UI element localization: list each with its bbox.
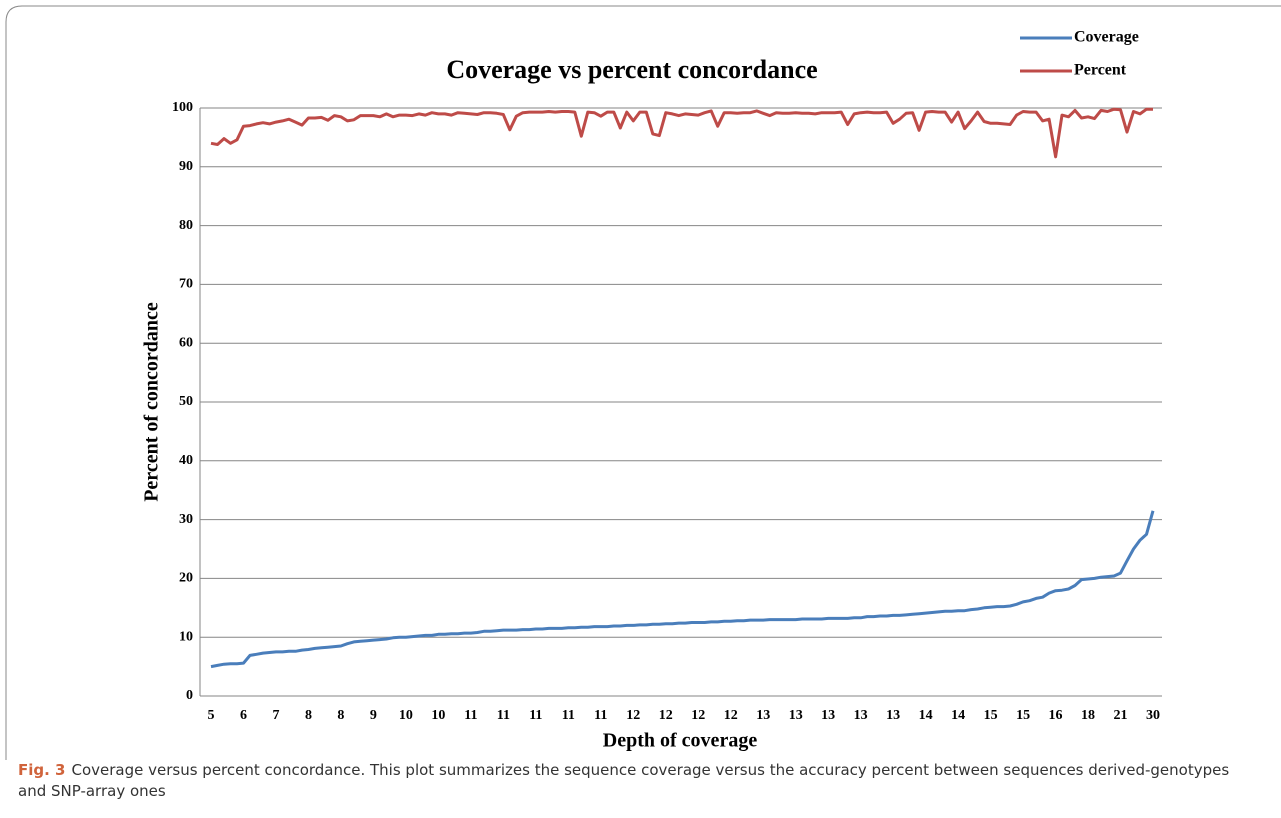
y-tick-label: 60: [179, 335, 193, 350]
frame: [5, 5, 1281, 760]
x-tick-label: 8: [305, 708, 312, 723]
x-tick-label: 11: [594, 708, 607, 723]
x-tick-label: 9: [370, 708, 377, 723]
y-tick-label: 10: [179, 629, 193, 644]
x-tick-label: 8: [337, 708, 344, 723]
y-tick-label: 0: [186, 688, 193, 703]
x-tick-label: 11: [497, 708, 510, 723]
x-tick-label: 13: [886, 708, 900, 723]
legend-label: Percent: [1074, 62, 1127, 79]
x-tick-label: 14: [919, 708, 933, 723]
y-tick-label: 30: [179, 512, 193, 527]
x-tick-label: 15: [984, 708, 998, 723]
x-tick-label: 18: [1081, 708, 1095, 723]
x-tick-label: 12: [691, 708, 705, 723]
x-tick-label: 15: [1016, 708, 1030, 723]
x-tick-label: 6: [240, 708, 247, 723]
x-tick-label: 5: [208, 708, 215, 723]
x-tick-label: 11: [562, 708, 575, 723]
y-tick-label: 50: [179, 394, 193, 409]
x-tick-label: 13: [789, 708, 803, 723]
x-tick-label: 13: [821, 708, 835, 723]
data-line: [210, 510, 1155, 669]
y-tick-label: 100: [172, 100, 193, 115]
x-tick-label: 30: [1146, 708, 1160, 723]
caption: Fig. 3 Coverage versus percent concordanc…: [18, 760, 1258, 802]
x-tick-label: 13: [854, 708, 868, 723]
x-axis-label: Depth of coverage: [603, 730, 758, 752]
y-tick-label: 80: [179, 218, 193, 233]
x-tick-label: 12: [659, 708, 673, 723]
x-tick-label: 12: [626, 708, 640, 723]
y-tick-label: 40: [179, 453, 193, 468]
x-tick-label: 11: [529, 708, 542, 723]
y-tick-label: 20: [179, 571, 193, 586]
x-tick-label: 13: [756, 708, 770, 723]
chart-title: Coverage vs percent concordance: [446, 55, 817, 84]
x-tick-label: 21: [1114, 708, 1128, 723]
x-tick-label: 16: [1049, 708, 1063, 723]
y-tick-label: 70: [179, 277, 193, 292]
x-tick-label: 10: [399, 708, 413, 723]
data-line: [210, 107, 1153, 159]
x-tick-label: 12: [724, 708, 738, 723]
x-tick-label: 11: [464, 708, 477, 723]
y-axis-label: Percent of concordance: [141, 302, 163, 502]
caption-text: Coverage versus percent concordance. Thi…: [18, 761, 1230, 800]
x-tick-label: 14: [951, 708, 965, 723]
legend-label: Coverage: [1074, 29, 1139, 46]
figure-label: Fig. 3: [18, 761, 66, 779]
x-tick-label: 7: [272, 708, 279, 723]
x-tick-label: 10: [431, 708, 445, 723]
y-tick-label: 90: [179, 159, 193, 174]
